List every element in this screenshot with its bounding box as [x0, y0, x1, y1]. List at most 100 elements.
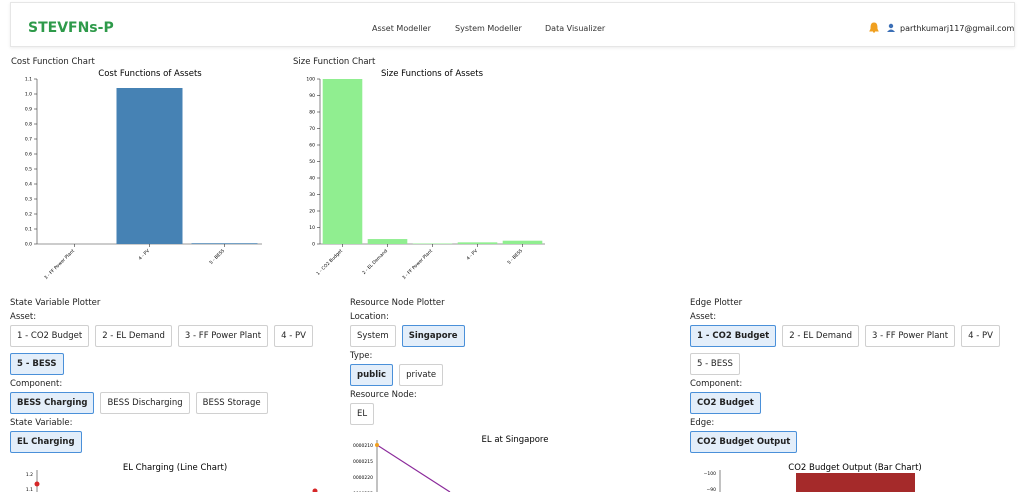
- group-label: State Variable:: [10, 418, 73, 428]
- y-tick-label: 0.2: [25, 212, 32, 218]
- y-tick-label: 100: [306, 77, 315, 83]
- group-label: Edge:: [690, 418, 715, 428]
- chart-title: Cost Functions of Assets: [98, 69, 202, 79]
- group-label: Resource Node:: [350, 390, 417, 400]
- group-label: Asset:: [10, 312, 37, 322]
- user-icon: [888, 23, 894, 29]
- option-button[interactable]: private: [399, 364, 444, 386]
- panel-title: Edge Plotter: [690, 298, 743, 308]
- bar: [191, 243, 258, 244]
- y-tick-label: 70: [309, 126, 315, 132]
- option-button[interactable]: BESS Discharging: [100, 392, 190, 414]
- chart-heading: Size Function Chart: [293, 57, 376, 67]
- option-button[interactable]: 2 - EL Demand: [782, 325, 859, 347]
- bar: [367, 239, 408, 244]
- resource-node-plotter: Resource Node Plotter Location: System Sing…: [350, 298, 660, 425]
- bar: [502, 240, 543, 244]
- x-tick-label: 4 - PV: [137, 248, 151, 262]
- navbar: STEVFNs-P Asset Modeller System Modeller…: [10, 2, 1015, 47]
- y-tick-label: 10: [309, 225, 315, 231]
- y-tick-label: 0.1: [25, 227, 32, 233]
- chart-title: EL Charging (Line Chart): [123, 463, 227, 473]
- option-button[interactable]: System: [350, 325, 396, 347]
- y-tick-label: 0.0: [25, 242, 32, 248]
- group-label: Component:: [690, 379, 743, 389]
- y-tick-label: 0000215: [353, 459, 373, 465]
- edge-plotter: Edge Plotter Asset: 1 - CO2 Budget 2 - EL D…: [690, 298, 1000, 453]
- y-tick-label: 40: [309, 176, 315, 182]
- bar: [116, 88, 183, 244]
- option-button[interactable]: BESS Charging: [10, 392, 95, 414]
- x-tick-label: 1 - CO2 Budget: [315, 248, 344, 277]
- y-tick-label: 1.1: [26, 487, 33, 492]
- bar: [796, 473, 915, 492]
- y-tick-label: 0.5: [25, 167, 32, 173]
- panel-title: State Variable Plotter: [10, 298, 101, 308]
- option-button[interactable]: 4 - PV: [274, 325, 313, 347]
- y-tick-label: 0.8: [25, 122, 32, 128]
- group-label: Asset:: [690, 312, 717, 322]
- y-tick-label: 0.3: [25, 197, 32, 203]
- button-group: System Singapore: [350, 325, 660, 347]
- logo[interactable]: STEVFNs-P: [28, 20, 114, 36]
- x-tick-label: 3 - FF Power Plant: [43, 248, 76, 281]
- x-tick-label: 4 - PV: [465, 248, 479, 262]
- button-group: BESS Charging BESS Discharging BESS Storag…: [10, 392, 330, 414]
- button-group: 1 - CO2 Budget 2 - EL Demand 3 - FF Power …: [690, 325, 1000, 375]
- y-tick-label: 50: [309, 159, 315, 165]
- button-group: EL: [350, 403, 660, 425]
- y-tick-label: 20: [309, 209, 315, 215]
- y-tick-label: 0.4: [25, 182, 32, 188]
- option-button[interactable]: 1 - CO2 Budget: [690, 325, 777, 347]
- option-button[interactable]: 5 - BESS: [10, 353, 64, 375]
- y-tick-label: 1.1: [25, 77, 32, 83]
- bottom-charts: EL Charging (Line Chart) EL at Singapore C…: [26, 435, 922, 492]
- option-button[interactable]: CO2 Budget: [690, 392, 761, 414]
- option-button[interactable]: EL Charging: [10, 431, 82, 453]
- panel-title: Resource Node Plotter: [350, 298, 445, 308]
- line: [376, 444, 451, 492]
- button-group: CO2 Budget: [690, 392, 1000, 414]
- option-button[interactable]: 5 - BESS: [690, 353, 740, 375]
- y-tick-label: 90: [309, 93, 315, 99]
- option-button[interactable]: 1 - CO2 Budget: [10, 325, 90, 347]
- option-button[interactable]: 2 - EL Demand: [95, 325, 172, 347]
- option-button[interactable]: 4 - PV: [961, 325, 1000, 347]
- y-tick-label: 1.2: [26, 472, 33, 478]
- nav-link[interactable]: Asset Modeller: [372, 24, 431, 33]
- state-variable-plotter: State Variable Plotter Asset: 1 - CO2 Budg…: [10, 298, 330, 453]
- x-tick-label: 3 - FF Power Plant: [401, 248, 434, 281]
- y-tick-label: 0.9: [25, 107, 32, 113]
- option-button[interactable]: Singapore: [401, 325, 465, 347]
- option-button[interactable]: 3 - FF Power Plant: [177, 325, 269, 347]
- icons: [869, 22, 895, 33]
- option-button[interactable]: BESS Storage: [195, 392, 268, 414]
- line-point: [312, 488, 318, 492]
- group-label: Type:: [350, 351, 373, 361]
- line-point: [34, 481, 40, 487]
- user-email[interactable]: parthkumarj117@gmail.com: [900, 24, 1015, 33]
- nav-link[interactable]: Data Visualizer: [545, 24, 606, 33]
- cost-chart: Cost Functions of Assets 0.0 0.1 0.2 0.3 0.4 0…: [25, 69, 262, 281]
- bar: [322, 79, 363, 244]
- nav-link[interactable]: System Modeller: [455, 24, 522, 33]
- y-tick-label: 0000210: [353, 443, 373, 449]
- bell-icon[interactable]: [869, 22, 879, 33]
- option-button[interactable]: 3 - FF Power Plant: [864, 325, 956, 347]
- x-tick-label: 5 - BESS: [208, 248, 226, 266]
- button-group: public private: [350, 364, 660, 386]
- y-tick-label: 0000220: [353, 475, 373, 481]
- option-button[interactable]: public: [350, 364, 394, 386]
- y-tick-label: 80: [309, 110, 315, 116]
- user-icon: [887, 29, 895, 32]
- y-tick-label: 0.7: [25, 137, 32, 143]
- option-button[interactable]: EL: [350, 403, 375, 425]
- group-label: Location:: [350, 312, 389, 322]
- button-group: EL Charging: [10, 431, 330, 453]
- y-tick-label: 0.6: [25, 152, 32, 158]
- x-tick-label: 2 - EL Demand: [361, 248, 389, 276]
- chart-title: EL at Singapore: [482, 435, 549, 445]
- option-button[interactable]: CO2 Budget Output: [690, 431, 798, 453]
- y-tick-label: 1.0: [25, 92, 32, 98]
